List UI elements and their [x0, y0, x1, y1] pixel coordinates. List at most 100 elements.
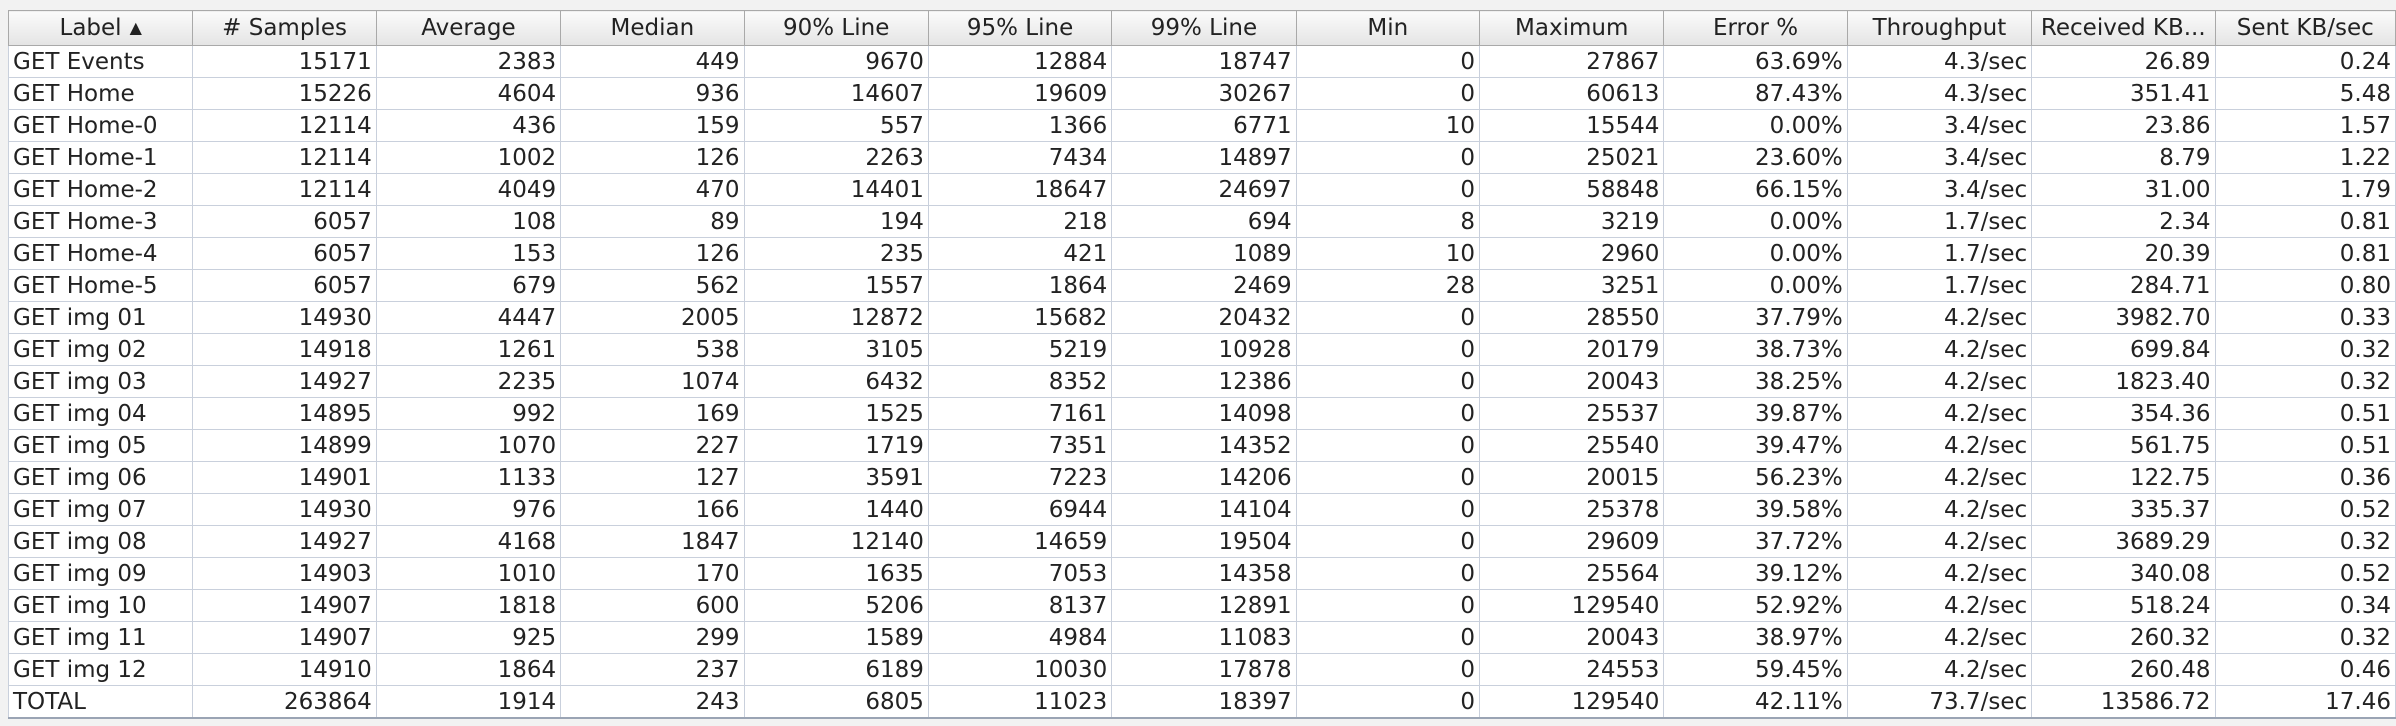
table-cell[interactable]: 3219 [1478, 205, 1665, 238]
table-cell[interactable]: 14607 [743, 77, 929, 110]
table-cell[interactable]: 0.80 [2214, 269, 2396, 302]
table-cell[interactable]: 218 [927, 205, 1113, 238]
table-cell[interactable]: 24553 [1478, 653, 1665, 686]
table-row[interactable]: GET Home-0 12114 436 159 557 1366 6771 10 15544 0… [7, 109, 2396, 142]
table-cell[interactable]: 14895 [192, 397, 377, 430]
table-cell[interactable]: GET img 11 [7, 621, 194, 654]
table-cell[interactable]: 25378 [1478, 493, 1665, 526]
table-cell[interactable]: 14930 [192, 301, 377, 334]
table-cell[interactable]: 0.00% [1663, 237, 1848, 270]
table-cell[interactable]: 4.2/sec [1846, 365, 2033, 398]
table-cell[interactable]: 14897 [1111, 141, 1297, 174]
column-header[interactable]: Median [560, 10, 745, 46]
table-cell[interactable]: 1847 [560, 525, 745, 558]
table-cell[interactable]: 237 [560, 653, 745, 686]
table-cell[interactable]: 17878 [1111, 653, 1297, 686]
table-cell[interactable]: 169 [560, 397, 745, 430]
table-cell[interactable]: 0.24 [2214, 45, 2396, 78]
table-cell[interactable]: 28 [1295, 269, 1481, 302]
table-cell[interactable]: 2960 [1478, 237, 1665, 270]
table-cell[interactable]: 14206 [1111, 461, 1297, 494]
table-cell[interactable]: 20.39 [2031, 237, 2216, 270]
table-cell[interactable]: 10 [1295, 109, 1481, 142]
table-cell[interactable]: 4049 [375, 173, 562, 206]
table-cell[interactable]: 39.58% [1663, 493, 1848, 526]
table-cell[interactable]: 0 [1295, 141, 1481, 174]
table-cell[interactable]: 2469 [1111, 269, 1297, 302]
table-cell[interactable]: 31.00 [2031, 173, 2216, 206]
table-cell[interactable]: 6432 [743, 365, 929, 398]
table-cell[interactable]: 600 [560, 589, 745, 622]
table-cell[interactable]: 284.71 [2031, 269, 2216, 302]
table-cell[interactable]: 1070 [375, 429, 562, 462]
table-cell[interactable]: 14401 [743, 173, 929, 206]
table-cell[interactable]: 557 [743, 109, 929, 142]
table-cell[interactable]: 0.46 [2214, 653, 2396, 686]
table-row[interactable]: GET img 01 14930 4447 2005 12872 15682 20432 0 2… [7, 301, 2396, 334]
table-cell[interactable]: 8.79 [2031, 141, 2216, 174]
table-cell[interactable]: 4447 [375, 301, 562, 334]
table-cell[interactable]: 18747 [1111, 45, 1297, 78]
table-cell[interactable]: 6057 [192, 205, 377, 238]
table-cell[interactable]: 11083 [1111, 621, 1297, 654]
table-cell[interactable]: 0 [1295, 333, 1481, 366]
table-cell[interactable]: 52.92% [1663, 589, 1848, 622]
table-cell[interactable]: 227 [560, 429, 745, 462]
table-cell[interactable]: 23.86 [2031, 109, 2216, 142]
table-cell[interactable]: 1.7/sec [1846, 269, 2033, 302]
table-cell[interactable]: 59.45% [1663, 653, 1848, 686]
column-header[interactable]: 95% Line [927, 10, 1113, 46]
table-cell[interactable]: 699.84 [2031, 333, 2216, 366]
table-cell[interactable]: 1002 [375, 141, 562, 174]
table-cell[interactable]: 1.79 [2214, 173, 2396, 206]
table-cell[interactable]: 7434 [927, 141, 1113, 174]
table-cell[interactable]: 1818 [375, 589, 562, 622]
table-cell[interactable]: 0.00% [1663, 109, 1848, 142]
table-cell[interactable]: 243 [560, 685, 745, 719]
table-cell[interactable]: 10 [1295, 237, 1481, 270]
table-cell[interactable]: 18397 [1111, 685, 1297, 719]
table-cell[interactable]: 14903 [192, 557, 377, 590]
table-cell[interactable]: 14907 [192, 589, 377, 622]
table-cell[interactable]: 14104 [1111, 493, 1297, 526]
table-cell[interactable]: 63.69% [1663, 45, 1848, 78]
table-cell[interactable]: 25537 [1478, 397, 1665, 430]
table-cell[interactable]: GET Home-5 [7, 269, 194, 302]
table-cell[interactable]: 1589 [743, 621, 929, 654]
table-cell[interactable]: 4.2/sec [1846, 525, 2033, 558]
table-cell[interactable]: 39.87% [1663, 397, 1848, 430]
table-cell[interactable]: 0.00% [1663, 269, 1848, 302]
table-cell[interactable]: 679 [375, 269, 562, 302]
table-cell[interactable]: 15682 [927, 301, 1113, 334]
table-cell[interactable]: 15171 [192, 45, 377, 78]
table-cell[interactable]: 3251 [1478, 269, 1665, 302]
table-cell[interactable]: 0.51 [2214, 429, 2396, 462]
table-cell[interactable]: 26.89 [2031, 45, 2216, 78]
table-cell[interactable]: 976 [375, 493, 562, 526]
table-cell[interactable]: 39.12% [1663, 557, 1848, 590]
table-cell[interactable]: 235 [743, 237, 929, 270]
table-row[interactable]: GET img 08 14927 4168 1847 12140 14659 19504 0 2… [7, 525, 2396, 558]
table-cell[interactable]: 925 [375, 621, 562, 654]
table-cell[interactable]: 7161 [927, 397, 1113, 430]
table-cell[interactable]: 1823.40 [2031, 365, 2216, 398]
table-cell[interactable]: GET Home-0 [7, 109, 194, 142]
table-cell[interactable]: 14918 [192, 333, 377, 366]
table-cell[interactable]: 12891 [1111, 589, 1297, 622]
table-cell[interactable]: 194 [743, 205, 929, 238]
table-cell[interactable]: 23.60% [1663, 141, 1848, 174]
table-cell[interactable]: 2.34 [2031, 205, 2216, 238]
table-cell[interactable]: 4.2/sec [1846, 653, 2033, 686]
table-cell[interactable]: 2235 [375, 365, 562, 398]
table-cell[interactable]: 20043 [1478, 365, 1665, 398]
table-cell[interactable]: 2005 [560, 301, 745, 334]
table-cell[interactable]: 7053 [927, 557, 1113, 590]
table-cell[interactable]: 0 [1295, 301, 1481, 334]
column-header[interactable]: Sent KB/sec [2214, 10, 2396, 46]
table-cell[interactable]: 20043 [1478, 621, 1665, 654]
table-cell[interactable]: 3.4/sec [1846, 141, 2033, 174]
table-row[interactable]: GET img 02 14918 1261 538 3105 5219 10928 0 2017… [7, 333, 2396, 366]
table-cell[interactable]: 992 [375, 397, 562, 430]
table-cell[interactable]: 73.7/sec [1846, 685, 2033, 719]
table-cell[interactable]: 4.2/sec [1846, 589, 2033, 622]
